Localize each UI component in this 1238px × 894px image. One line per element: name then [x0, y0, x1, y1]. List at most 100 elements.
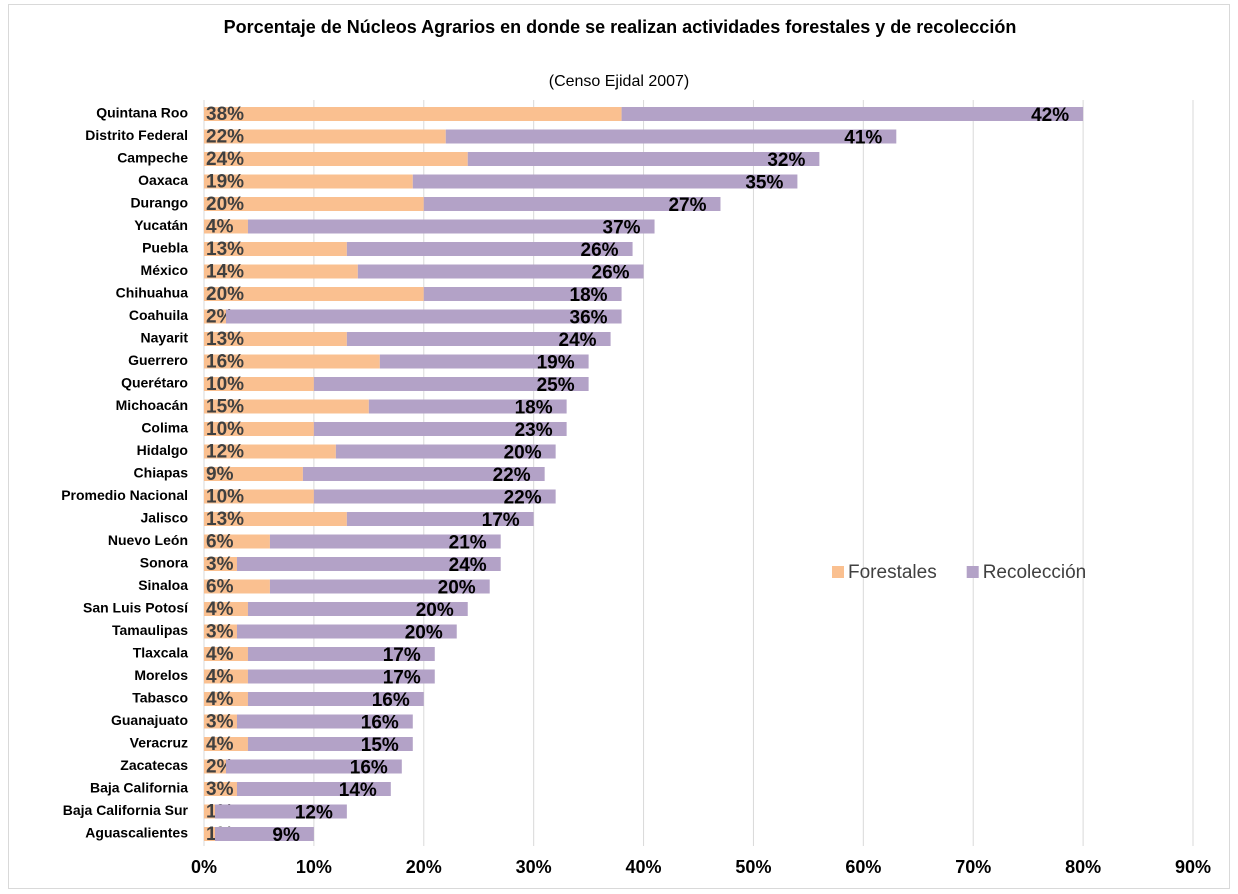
bar-segment [621, 107, 1084, 121]
legend-label: Forestales [848, 562, 937, 583]
data-label: 24% [559, 330, 597, 351]
legend-label: Recolección [983, 562, 1087, 583]
bar-segment [247, 647, 435, 661]
bar-segment [236, 782, 391, 796]
bar-segment [236, 557, 501, 571]
data-label: 6% [206, 532, 234, 553]
bar-segment [204, 669, 248, 684]
data-label: 4% [206, 667, 234, 688]
data-label: 15% [361, 735, 399, 756]
y-tick-label: Quintana Roo [96, 105, 188, 121]
x-tick-label: 40% [626, 857, 662, 877]
bar-segment [423, 197, 721, 211]
bar-segment [247, 602, 468, 616]
bar-segment [247, 669, 435, 684]
data-label: 3% [206, 712, 234, 733]
data-label: 21% [449, 533, 487, 554]
bar-segment [204, 692, 248, 706]
data-label: 16% [361, 713, 399, 734]
data-label: 13% [206, 239, 244, 260]
bar-segment [204, 624, 237, 639]
data-label: 18% [570, 285, 608, 306]
y-tick-label: México [141, 262, 188, 278]
bar-segment [357, 264, 644, 279]
data-label: 32% [767, 150, 805, 171]
bar-segment [423, 287, 622, 301]
data-label: 6% [206, 577, 234, 598]
data-label: 10% [206, 374, 244, 395]
bar-segment [204, 557, 237, 571]
bar-segment [204, 129, 446, 144]
chart-border [8, 4, 1230, 889]
data-label: 22% [493, 465, 531, 486]
x-tick-label: 10% [296, 857, 332, 877]
y-tick-label: Chihuahua [116, 285, 189, 301]
y-tick-label: Michoacán [116, 397, 188, 413]
data-label: 26% [581, 240, 619, 261]
bar-segment [204, 399, 369, 414]
y-tick-label: Chiapas [134, 465, 189, 481]
bar-segment [412, 174, 798, 189]
bar-segment [204, 512, 347, 526]
bar-segment [204, 287, 424, 301]
data-label: 24% [449, 555, 487, 576]
data-label: 17% [482, 510, 520, 531]
x-tick-label: 0% [191, 857, 217, 877]
y-tick-label: Tamaulipas [112, 622, 188, 638]
data-label: 9% [272, 825, 300, 846]
y-tick-label: Sinaloa [138, 577, 188, 593]
data-label: 26% [592, 263, 630, 284]
bar-segment [204, 242, 347, 256]
bar-segment [204, 107, 622, 121]
y-tick-label: Coahuila [129, 307, 188, 323]
data-label: 18% [515, 398, 553, 419]
data-label: 20% [438, 578, 476, 599]
x-tick-label: 20% [406, 857, 442, 877]
y-tick-label: Oaxaca [138, 172, 188, 188]
data-label: 36% [570, 308, 608, 329]
data-label: 3% [206, 554, 234, 575]
bar-segment [204, 737, 248, 751]
data-label: 16% [372, 690, 410, 711]
data-label: 4% [206, 734, 234, 755]
data-label: 17% [383, 645, 421, 666]
data-label: 20% [206, 194, 244, 215]
data-label: 42% [1031, 105, 1069, 126]
bar-segment [204, 759, 226, 774]
x-tick-label: 80% [1065, 857, 1101, 877]
bar-segment [368, 399, 567, 414]
data-label: 37% [603, 218, 641, 239]
y-tick-label: Campeche [117, 150, 188, 166]
bar-segment [335, 444, 556, 459]
x-tick-label: 30% [516, 857, 552, 877]
data-label: 16% [206, 352, 244, 373]
bar-segment [225, 309, 622, 324]
y-tick-label: Tlaxcala [133, 645, 188, 661]
bar-segment [247, 219, 655, 234]
data-label: 22% [504, 488, 542, 509]
bar-segment [204, 332, 347, 346]
data-label: 22% [206, 127, 244, 148]
bar-segment [346, 242, 633, 256]
bar-segment [236, 714, 413, 729]
bar-segment [204, 467, 303, 481]
bar-segment [204, 309, 226, 324]
y-tick-label: Baja California Sur [63, 802, 189, 818]
bar-segment [204, 579, 270, 594]
y-tick-label: Nayarit [141, 330, 189, 346]
bar-segment [313, 422, 567, 436]
data-label: 13% [206, 329, 244, 350]
bar-segment [204, 422, 314, 436]
bar-segment [204, 827, 215, 841]
bar-segment [346, 512, 534, 526]
bar-segment [214, 827, 314, 841]
data-label: 16% [350, 758, 388, 779]
data-label: 20% [504, 443, 542, 464]
data-label: 4% [206, 217, 234, 238]
x-tick-label: 70% [955, 857, 991, 877]
data-label: 20% [405, 623, 443, 644]
data-label: 27% [668, 195, 706, 216]
data-label: 4% [206, 599, 234, 620]
